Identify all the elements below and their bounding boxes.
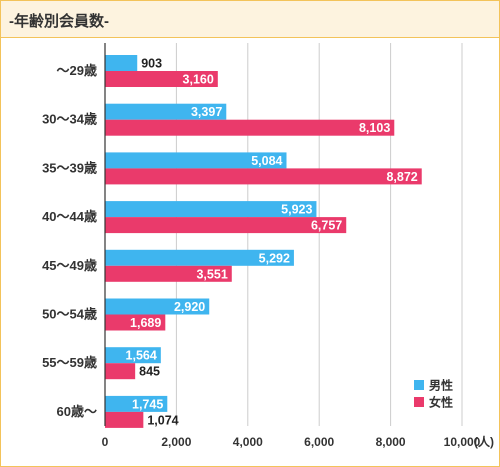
female-bar <box>105 411 144 428</box>
category-label: 35〜39歳 <box>42 160 97 175</box>
male-bar <box>105 103 227 120</box>
female-bar <box>105 168 422 185</box>
category-label: 45〜49歳 <box>42 258 97 273</box>
category-label: 55〜59歳 <box>42 355 97 370</box>
data-label: 3,551 <box>196 267 227 281</box>
x-axis-unit: (人) <box>474 434 494 449</box>
data-label: 1,564 <box>126 349 157 363</box>
x-tick-label: 2,000 <box>161 435 191 449</box>
data-label: 6,757 <box>311 219 342 233</box>
male-bar <box>105 298 210 315</box>
header-bar: -年齢別会員数- <box>1 1 499 38</box>
data-label: 8,103 <box>359 121 390 135</box>
female-bar <box>105 314 166 331</box>
male-bar <box>105 55 138 71</box>
male-bar <box>105 347 161 364</box>
data-label: 2,920 <box>174 300 205 314</box>
category-label: 50〜54歳 <box>42 307 97 322</box>
data-label: 845 <box>139 365 160 379</box>
x-tick-label: 6,000 <box>304 435 334 449</box>
legend-label: 女性 <box>429 395 453 410</box>
male-legend-swatch <box>414 380 424 390</box>
data-label: 1,745 <box>132 397 163 411</box>
x-tick-label: 0 <box>102 435 109 449</box>
category-label: 60歳〜 <box>57 404 97 419</box>
data-label: 5,292 <box>259 251 290 265</box>
category-label: 40〜44歳 <box>42 209 97 224</box>
male-bar <box>105 249 294 266</box>
female-bar <box>105 265 232 282</box>
legend-label: 男性 <box>429 378 453 393</box>
female-bar <box>105 119 395 136</box>
data-label: 3,160 <box>183 73 214 87</box>
x-tick-label: 8,000 <box>376 435 406 449</box>
category-label: 〜29歳 <box>57 63 97 78</box>
female-bar <box>105 363 136 380</box>
data-label: 903 <box>141 57 162 71</box>
male-bar <box>105 395 168 412</box>
category-label: 30〜34歳 <box>42 112 97 127</box>
female-bar <box>105 217 347 234</box>
male-bar <box>105 201 317 218</box>
data-label: 5,084 <box>251 154 282 168</box>
data-label: 3,397 <box>191 105 222 119</box>
x-tick-label: 10,000 <box>444 435 481 449</box>
x-tick-label: 4,000 <box>233 435 263 449</box>
female-bar <box>105 71 218 87</box>
chart-title: -年齢別会員数- <box>9 13 109 30</box>
male-bar <box>105 152 287 169</box>
data-label: 1,074 <box>147 413 178 427</box>
female-legend-swatch <box>414 397 424 407</box>
data-label: 8,872 <box>386 170 417 184</box>
data-label: 5,923 <box>281 203 312 217</box>
data-label: 1,689 <box>130 316 161 330</box>
